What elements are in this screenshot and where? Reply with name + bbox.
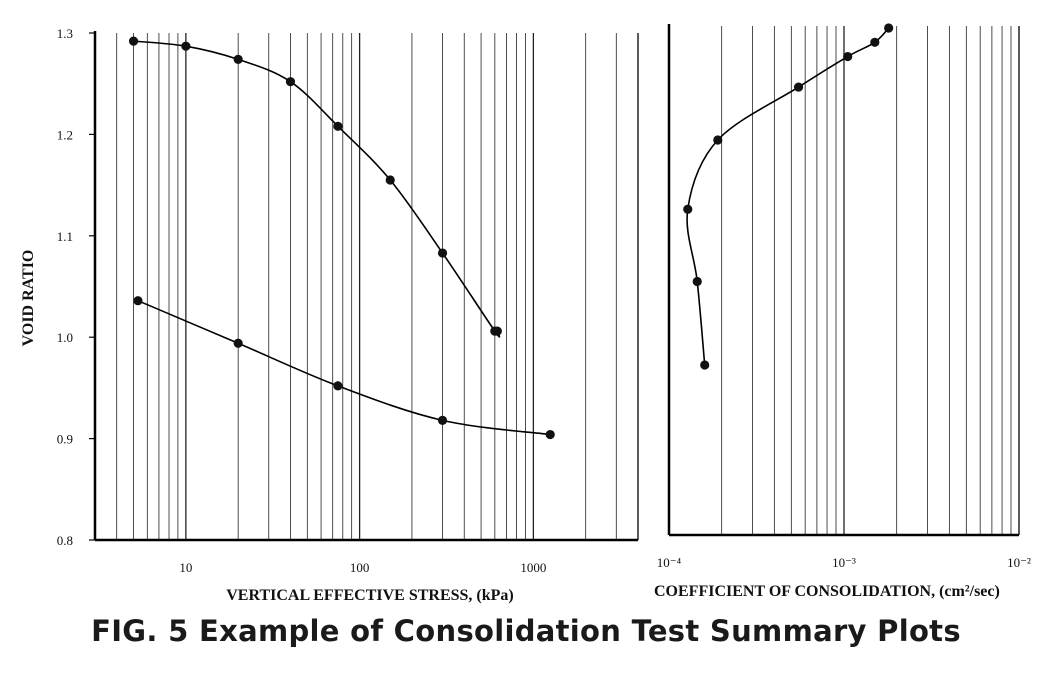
left-grid bbox=[94, 33, 639, 540]
data-point bbox=[692, 276, 702, 287]
x-tick-label: 100 bbox=[350, 560, 370, 575]
data-point bbox=[492, 326, 502, 336]
figure-caption: FIG. 5 Example of Consolidation Test Sum… bbox=[91, 614, 961, 648]
y-tick-label: 1.2 bbox=[57, 127, 73, 142]
data-point bbox=[233, 54, 243, 64]
right-tick-labels: 10⁻⁴ 10⁻³ 10⁻² bbox=[657, 555, 1031, 570]
x-tick-label: 10⁻³ bbox=[832, 555, 856, 570]
data-point bbox=[133, 296, 143, 306]
y-tick-label: 1.3 bbox=[57, 26, 73, 41]
data-point bbox=[793, 82, 804, 92]
data-point bbox=[437, 248, 448, 258]
series-line bbox=[133, 40, 501, 338]
data-point bbox=[181, 41, 191, 51]
series-line bbox=[686, 27, 890, 366]
data-point bbox=[545, 429, 555, 440]
data-point bbox=[333, 121, 343, 131]
left-axes bbox=[89, 31, 639, 542]
y-tick-label: 0.9 bbox=[57, 432, 73, 447]
data-point bbox=[333, 381, 343, 391]
x-tick-label: 1000 bbox=[520, 560, 546, 575]
right-axes bbox=[667, 24, 1020, 537]
data-point bbox=[128, 36, 139, 46]
y-axis-title: VOID RATIO bbox=[20, 250, 37, 347]
data-point bbox=[683, 204, 693, 214]
left-tick-labels: 0.8 0.9 1.0 1.1 1.2 1.3 10 100 1000 bbox=[57, 26, 547, 575]
left-x-axis-title: VERTICAL EFFECTIVE STRESS, (kPa) bbox=[226, 587, 514, 604]
data-point bbox=[233, 338, 243, 348]
x-tick-label: 10⁻² bbox=[1007, 555, 1031, 570]
data-point bbox=[870, 37, 880, 47]
data-point bbox=[713, 135, 723, 145]
data-point bbox=[385, 175, 395, 185]
y-tick-label: 1.0 bbox=[57, 330, 73, 345]
right-x-axis-title: COEFFICIENT OF CONSOLIDATION, (cm²/sec) bbox=[654, 583, 1000, 600]
y-tick-label: 1.1 bbox=[57, 229, 73, 244]
data-point bbox=[285, 77, 296, 87]
left-series bbox=[128, 36, 555, 440]
y-tick-label: 0.8 bbox=[57, 533, 73, 548]
right-grid bbox=[668, 26, 1012, 535]
data-point bbox=[843, 51, 853, 62]
x-tick-label: 10 bbox=[179, 560, 192, 575]
data-point bbox=[437, 415, 448, 425]
data-point bbox=[700, 360, 710, 370]
x-tick-label: 10⁻⁴ bbox=[657, 555, 682, 570]
data-point bbox=[884, 23, 894, 33]
right-series bbox=[683, 23, 894, 370]
